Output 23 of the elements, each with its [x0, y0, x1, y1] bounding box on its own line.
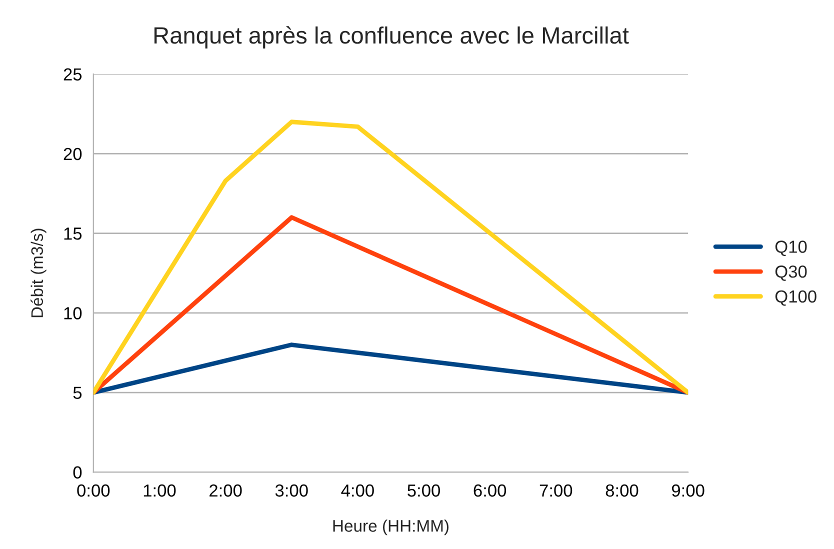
line-series — [93, 120, 688, 395]
x-tick-label: 3:00 — [275, 484, 308, 497]
y-tick-label: 10 — [64, 307, 82, 320]
y-tick-label: 20 — [64, 148, 82, 160]
x-tick-label: 2:00 — [210, 484, 242, 497]
legend-label: Q30 — [775, 265, 807, 281]
y-tick-label: 25 — [64, 68, 82, 81]
x-tick-label: 9:00 — [672, 484, 704, 497]
legend-label: Q10 — [775, 240, 807, 256]
x-tick-label: 4:00 — [341, 484, 374, 497]
x-tick-label: 7:00 — [540, 484, 572, 497]
x-tick-label: 8:00 — [606, 484, 638, 497]
y-tick-label: 15 — [64, 228, 82, 240]
x-tick-label: 1:00 — [144, 484, 176, 497]
x-tick-label: 5:00 — [408, 484, 440, 497]
y-axis-title: Débit (m3/s) — [30, 228, 46, 318]
x-tick-label: 6:00 — [474, 484, 506, 497]
chart-title: Ranquet après la confluence avec le Marcillat — [154, 26, 629, 48]
x-tick-label: 0:00 — [77, 484, 110, 497]
y-tick-label: 0 — [73, 466, 82, 479]
x-axis-title: Heure (HH:MM) — [333, 520, 448, 536]
legend-label: Q100 — [775, 290, 816, 306]
y-tick-label: 5 — [73, 386, 82, 399]
